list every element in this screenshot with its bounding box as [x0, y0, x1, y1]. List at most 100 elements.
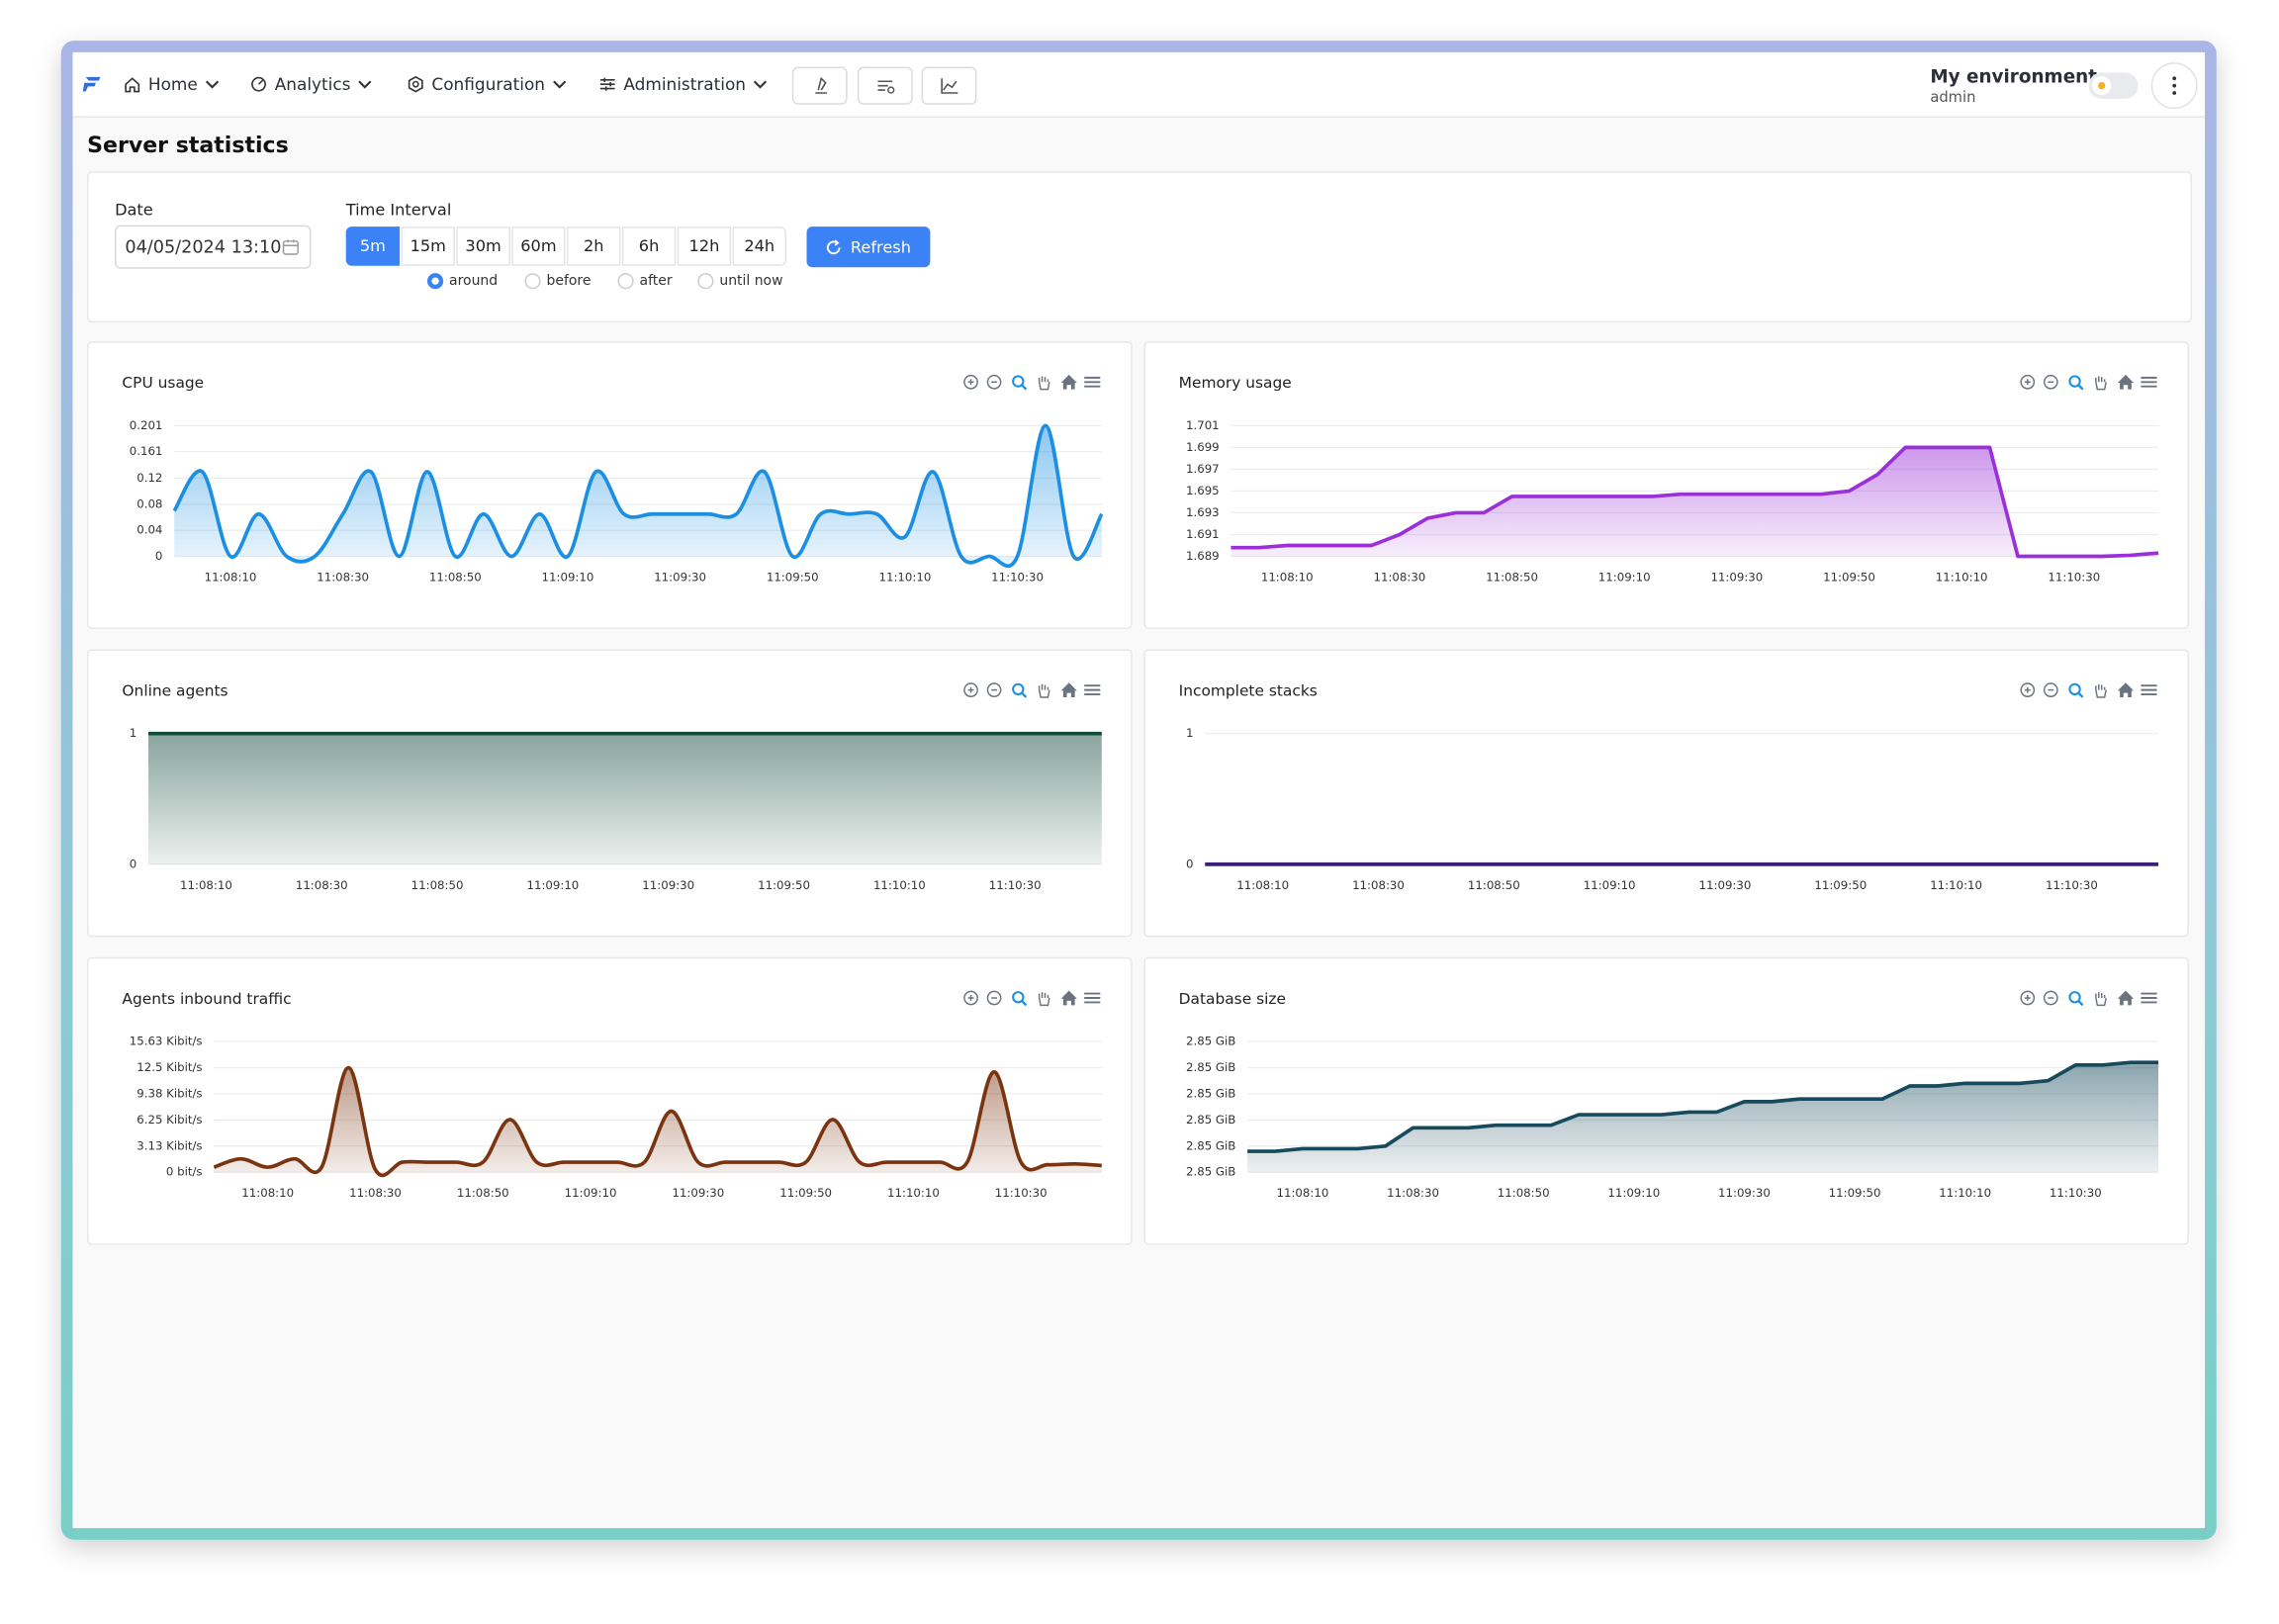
- tool-button[interactable]: [791, 66, 848, 105]
- theme-toggle[interactable]: [2088, 72, 2139, 99]
- zoom-out-button[interactable]: [986, 374, 1002, 390]
- refresh-label: Refresh: [850, 237, 911, 257]
- reset-button[interactable]: [1060, 990, 1077, 1006]
- icon: [963, 682, 978, 697]
- reset-button[interactable]: [2117, 682, 2135, 697]
- chart-toolbar: [2020, 374, 2157, 391]
- menu-button[interactable]: [2141, 992, 2157, 1004]
- x-tick-label: 11:09:50: [1829, 1186, 1881, 1200]
- zoom-out-button[interactable]: [2043, 990, 2058, 1006]
- x-tick-label: 11:09:30: [642, 878, 694, 892]
- radio-option[interactable]: around: [427, 273, 498, 290]
- menu-button[interactable]: [1084, 992, 1101, 1004]
- tool-button[interactable]: [857, 66, 913, 105]
- x-tick-label: 11:09:30: [672, 1186, 724, 1200]
- zoom-out-button[interactable]: [2043, 374, 2058, 390]
- y-tick-label: 1.695: [1186, 484, 1220, 497]
- zoom-select-button[interactable]: [1012, 682, 1028, 698]
- interval-button[interactable]: 15m: [401, 226, 455, 266]
- chevron: [553, 80, 567, 89]
- logo: [82, 76, 101, 92]
- icon: [599, 77, 615, 91]
- chart-panel: Agents inbound traffic 0 bit/s 3.13 Kibit/…: [87, 956, 1133, 1245]
- zoom-out-button[interactable]: [2043, 682, 2058, 697]
- icon: [967, 686, 974, 693]
- icon: [1084, 376, 1101, 388]
- reset-button[interactable]: [1060, 374, 1077, 390]
- zoom-in-button[interactable]: [2020, 990, 2036, 1006]
- interval-label: Time Interval: [345, 200, 452, 220]
- chart-toolbar: [963, 682, 1101, 698]
- x-tick-label: 11:10:10: [1939, 1186, 1991, 1200]
- y-tick-label: 0.161: [130, 444, 163, 458]
- tool-button[interactable]: [921, 66, 977, 105]
- chart-title: Memory usage: [1179, 374, 1292, 392]
- y-tick-label: 0.04: [137, 523, 162, 537]
- pan-button[interactable]: [2095, 683, 2107, 698]
- icon: [1060, 682, 1077, 697]
- icon: [2117, 374, 2135, 390]
- radio-circle: [427, 273, 444, 290]
- x-tick-label: 11:08:10: [1236, 878, 1289, 892]
- nav-home[interactable]: Home: [124, 74, 220, 94]
- zoom-in-button[interactable]: [2020, 682, 2036, 697]
- zoom-in-button[interactable]: [963, 990, 978, 1006]
- x-tick-label: 11:08:50: [429, 570, 482, 584]
- chart: CPU usage 0 0.04 0.08 0.12 0.161 0.201 11:08:10…: [122, 374, 1104, 584]
- chart-toolbar: [963, 374, 1101, 391]
- zoom-select-button[interactable]: [1012, 991, 1028, 1007]
- zoom-select-button[interactable]: [2068, 375, 2084, 391]
- pan-button[interactable]: [1038, 992, 1050, 1007]
- pan-button[interactable]: [1038, 683, 1050, 698]
- nav-administration[interactable]: Administration: [598, 74, 768, 94]
- pan-button[interactable]: [2095, 992, 2107, 1007]
- date-input[interactable]: 04/05/2024 13:10: [115, 225, 312, 269]
- zoom-select-button[interactable]: [2068, 682, 2084, 698]
- interval-button[interactable]: 2h: [567, 226, 621, 266]
- interval-button[interactable]: 24h: [732, 226, 786, 266]
- zoom-select-button[interactable]: [2068, 991, 2084, 1007]
- icon: [2141, 992, 2157, 1004]
- icon: [1084, 684, 1101, 695]
- radio-option[interactable]: until now: [697, 273, 783, 290]
- zoom-in-button[interactable]: [963, 682, 978, 697]
- zoom-out-button[interactable]: [986, 682, 1002, 697]
- interval-button[interactable]: 6h: [621, 226, 677, 266]
- icon: [408, 75, 423, 93]
- reset-button[interactable]: [1060, 682, 1077, 697]
- icon: [1038, 376, 1050, 391]
- icon: [986, 682, 1002, 697]
- more-button[interactable]: [2150, 62, 2198, 110]
- menu-button[interactable]: [1084, 684, 1101, 695]
- icon: [2043, 682, 2058, 697]
- nav-analytics[interactable]: Analytics: [250, 74, 373, 94]
- reset-button[interactable]: [2117, 374, 2135, 390]
- nav-configuration[interactable]: Configuration: [407, 74, 567, 94]
- x-tick-label: 11:08:50: [411, 878, 464, 892]
- pan-button[interactable]: [2095, 376, 2107, 391]
- zoom-select-button[interactable]: [1012, 375, 1028, 391]
- interval-button[interactable]: 60m: [511, 226, 566, 266]
- x-tick-label: 11:10:30: [995, 1186, 1048, 1200]
- refresh-button[interactable]: Refresh: [806, 226, 931, 268]
- chart-title: Database size: [1179, 990, 1286, 1008]
- x-tick-label: 11:09:10: [1607, 1186, 1660, 1200]
- menu-button[interactable]: [2141, 684, 2157, 695]
- chart-title: CPU usage: [122, 374, 204, 392]
- icon: [1012, 682, 1025, 696]
- interval-button[interactable]: 30m: [456, 226, 510, 266]
- interval-button[interactable]: 12h: [677, 226, 732, 266]
- zoom-in-button[interactable]: [2020, 374, 2036, 390]
- icon: [2077, 1000, 2084, 1007]
- app: Home Analytics Configuration Administrat…: [72, 51, 2206, 1529]
- zoom-in-button[interactable]: [963, 374, 978, 390]
- radio-option[interactable]: before: [524, 273, 591, 290]
- pan-button[interactable]: [1038, 376, 1050, 391]
- radio-option[interactable]: after: [617, 273, 673, 290]
- zoom-out-button[interactable]: [986, 990, 1002, 1006]
- menu-button[interactable]: [1084, 376, 1101, 388]
- reset-button[interactable]: [2117, 990, 2135, 1006]
- y-tick-label: 2.85 GiB: [1186, 1113, 1235, 1127]
- menu-button[interactable]: [2141, 376, 2157, 388]
- interval-button[interactable]: 5m: [345, 226, 401, 266]
